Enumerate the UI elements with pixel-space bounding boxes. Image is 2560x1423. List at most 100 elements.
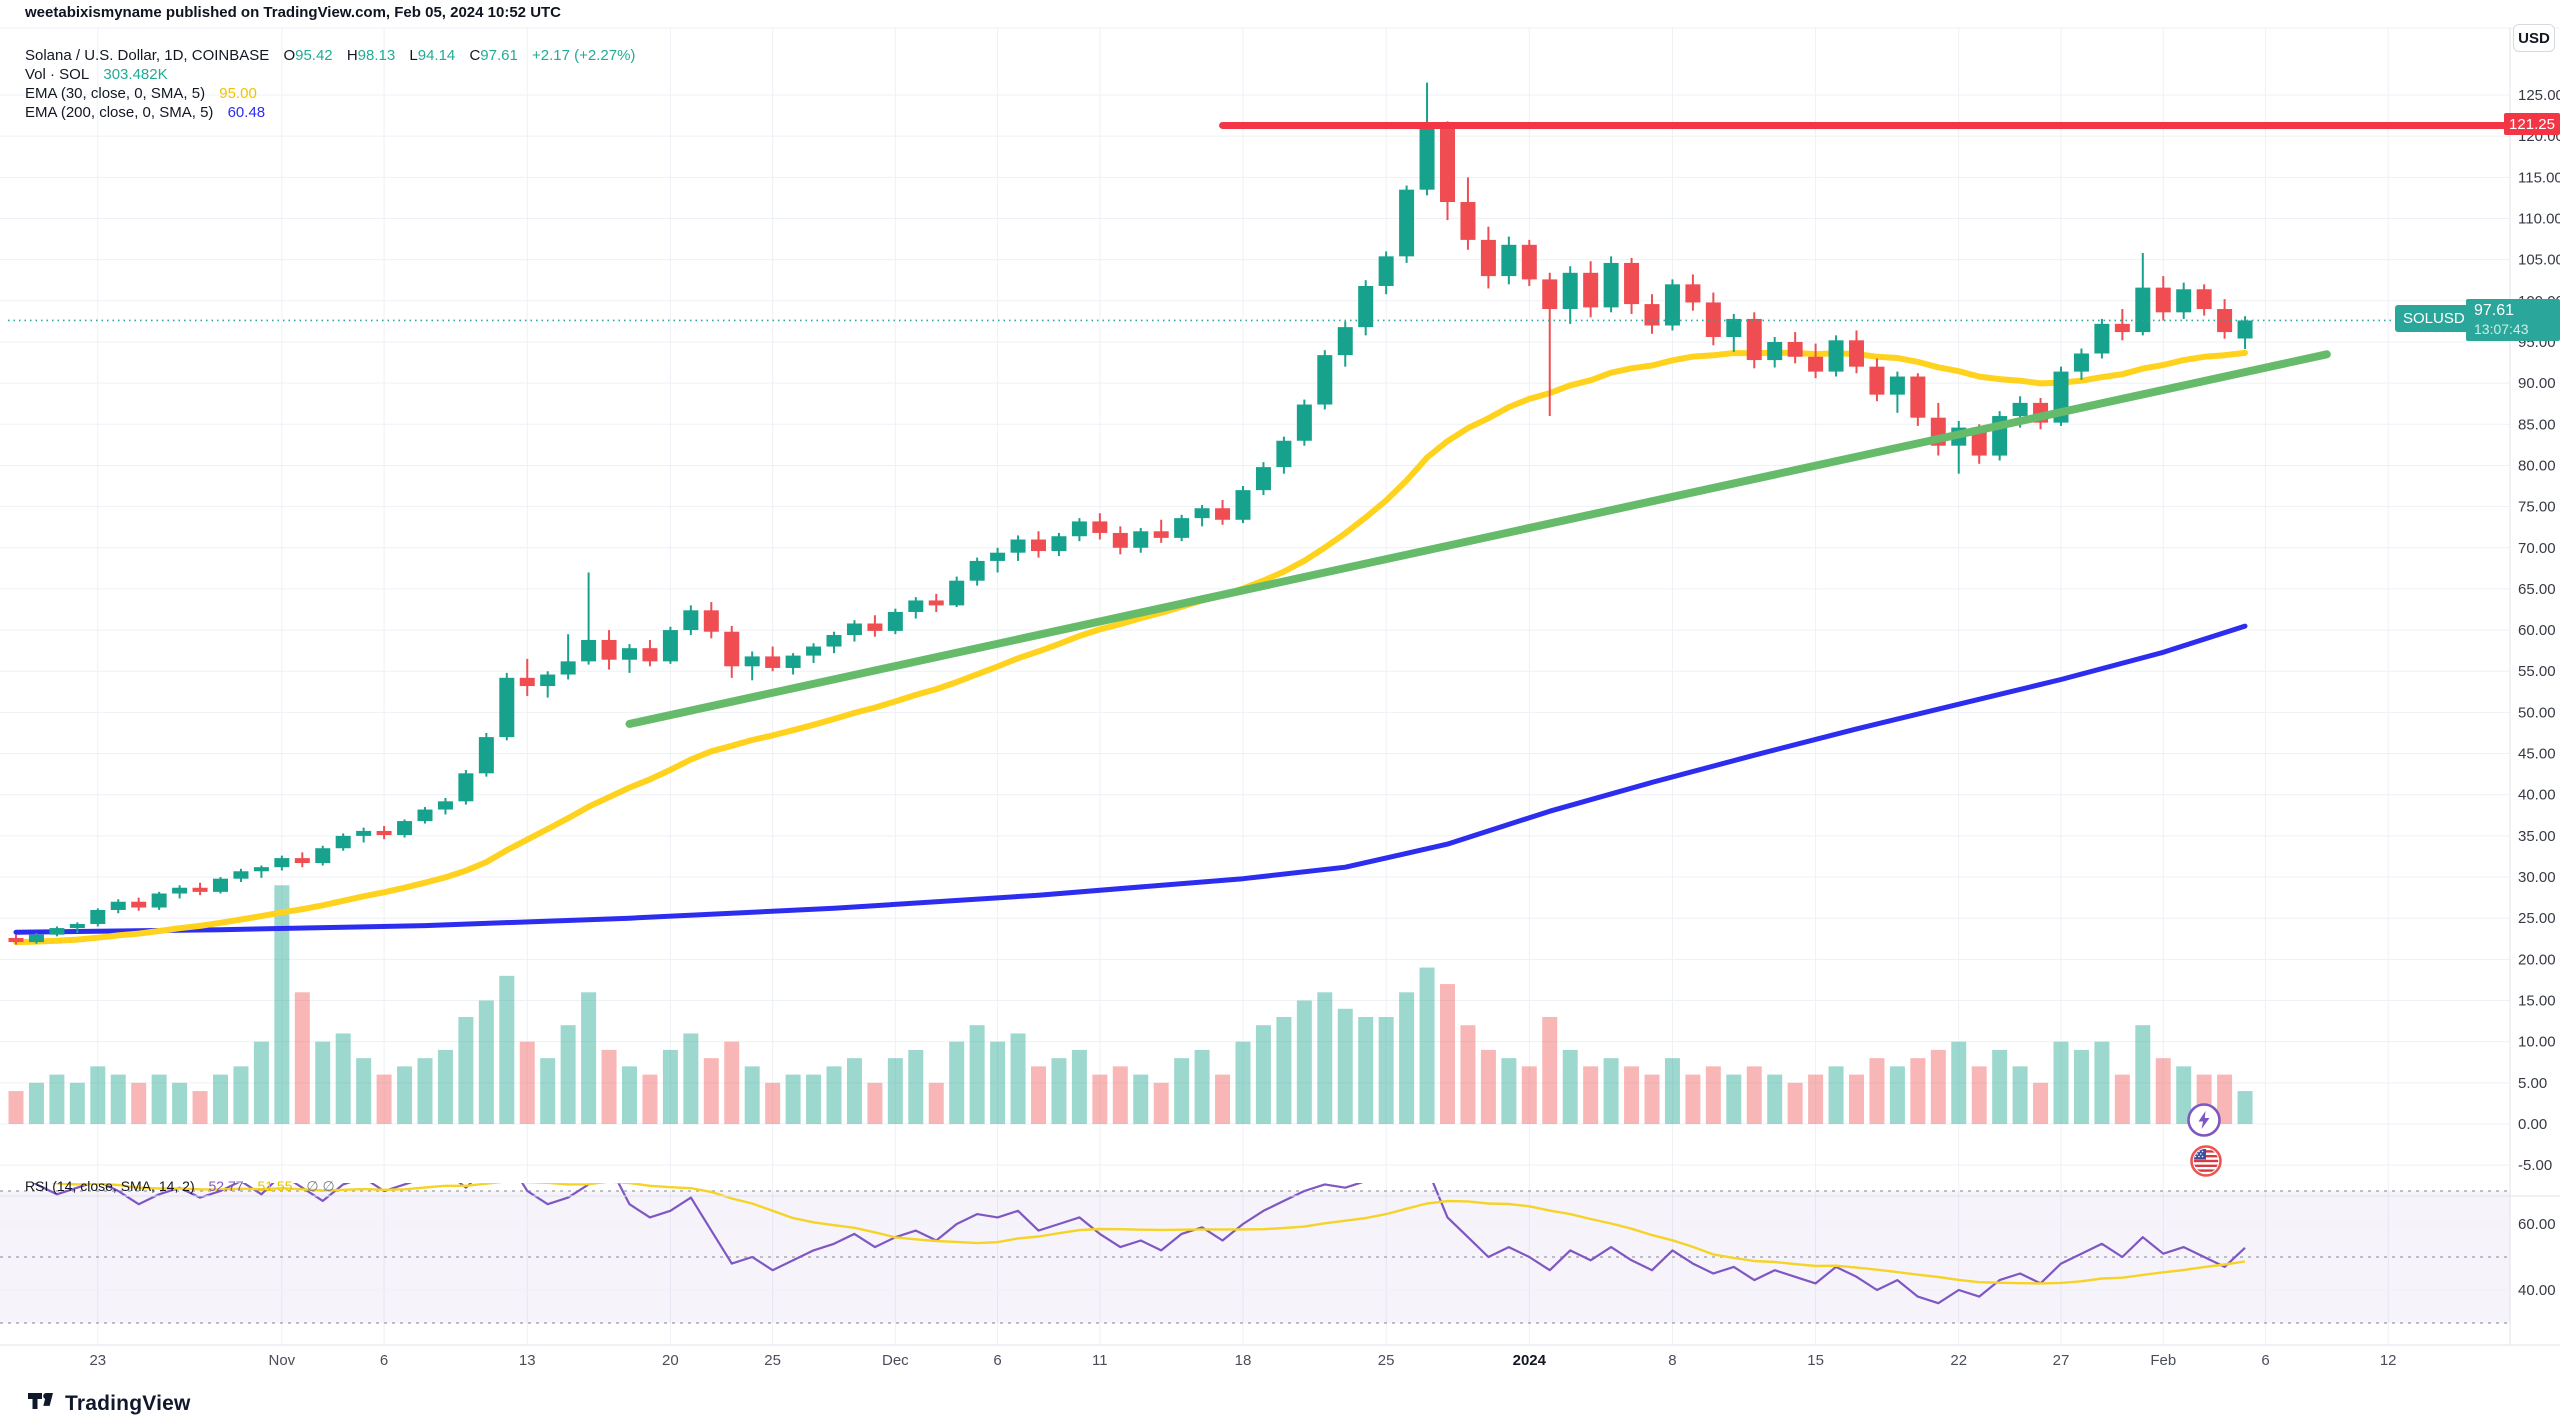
time-axis-label: 6 [2261,1352,2270,1369]
candle-body [315,848,331,864]
price-axis-label: 115.00 [2518,169,2560,186]
candle-body [887,611,903,631]
price-axis-label: 0.00 [2518,1116,2547,1133]
volume-bar [2094,1041,2110,1124]
volume-bar [1337,1008,1353,1124]
volume-bar [499,975,515,1124]
candle-body [1521,244,1537,280]
price-axis-label: -5.00 [2518,1157,2552,1174]
candle-body [1664,284,1680,326]
volume-bar [233,1066,249,1124]
time-axis-label: 2024 [1512,1352,1546,1369]
candle-body [806,646,822,656]
candle-body [2094,323,2110,354]
volume-bar [1726,1074,1742,1124]
volume-bar [478,1000,494,1124]
us-flag-idea-icon[interactable] [2189,1144,2223,1178]
price-axis-label: 60.00 [2518,622,2556,639]
volume-bar [622,1066,637,1124]
candle-body [703,610,719,632]
volume-bar [662,1049,678,1124]
volume-bar [1705,1066,1721,1124]
volume-bar [1562,1049,1578,1124]
usd-label: USD [2518,29,2550,47]
price-axis-label: 10.00 [2518,1034,2556,1051]
candle-body [2012,402,2028,417]
volume-bar [867,1082,883,1124]
price-axis-label: 80.00 [2518,457,2556,474]
volume-bar [69,1082,85,1124]
candle-body [131,901,147,908]
candle-body [826,635,842,647]
candle-body [1480,239,1496,277]
volume-bar [1808,1074,1824,1124]
candle-body [642,648,658,662]
time-axis-label: 25 [764,1352,781,1369]
volume-bar [315,1041,331,1124]
price-axis-label: 35.00 [2518,828,2556,845]
candle-body [1603,262,1619,308]
volume-bar [785,1074,801,1124]
time-axis-label: Dec [882,1352,909,1369]
lightning-idea-icon[interactable] [2186,1102,2222,1138]
volume-bar [1930,1049,1946,1124]
symbol-legend[interactable]: Solana / U.S. Dollar, 1D, COINBASE O95.4… [25,47,635,64]
volume-bar [1746,1066,1762,1124]
candle-body [1419,125,1435,190]
candle-body [1583,272,1599,308]
candle-body [1255,467,1271,491]
ema30-legend[interactable]: EMA (30, close, 0, SMA, 5) 95.00 [25,85,257,102]
volume-bar [1194,1049,1210,1124]
volume-bar [2012,1066,2028,1124]
volume-bar [1092,1074,1108,1124]
volume-bar [376,1074,392,1124]
rsi-legend[interactable]: RSI (14, close, SMA, 14, 2) 52.77 51.55 … [25,1178,335,1195]
candle-body [499,677,515,738]
candle-body [2135,287,2151,333]
resistance-price-badge: 121.25 [2504,113,2560,135]
candle-body [1174,518,1190,538]
candle-body [2237,320,2253,339]
volume-legend[interactable]: Vol · SOL 303.482K [25,66,168,83]
volume-bar [949,1041,965,1124]
volume-bar [2217,1074,2233,1124]
candle-body [1828,340,1844,372]
candle-body [335,835,351,849]
close-label: C [469,47,481,64]
volume-bar [294,992,310,1124]
price-axis-label: 5.00 [2518,1075,2547,1092]
volume-bar [213,1074,228,1124]
volume-bar [397,1066,413,1124]
candle-body [274,858,290,868]
close-value: 97.61 [480,47,518,64]
time-axis-label: 20 [662,1352,679,1369]
price-axis-label: 65.00 [2518,581,2556,598]
rsi-value: 52.77 [208,1178,244,1194]
candle-body [1562,272,1578,310]
volume-bar [2176,1066,2192,1124]
time-axis-label: 6 [993,1352,1002,1369]
volume-bar [806,1074,822,1124]
candle-body [2114,323,2130,333]
candle-body [724,631,740,667]
candle-body [478,737,494,774]
price-axis-label: 125.00 [2518,87,2560,104]
volume-bar [1051,1058,1067,1124]
volume-bar [1399,992,1415,1124]
last-price: 97.61 [2474,302,2515,319]
volume-bar [1501,1058,1517,1124]
time-axis-label: 11 [1092,1352,1108,1369]
candle-body [560,661,576,675]
time-axis-label: Nov [268,1352,296,1369]
currency-unit-button[interactable]: USD [2513,24,2555,52]
volume-bar [765,1082,781,1124]
time-axis-label: Feb [2150,1352,2177,1369]
tradingview-logo[interactable]: TradingView [28,1392,191,1416]
volume-bar [2114,1074,2130,1124]
ema200-line [13,623,2248,935]
volume-bar [110,1074,126,1124]
ema200-legend[interactable]: EMA (200, close, 0, SMA, 5) 60.48 [25,104,265,121]
candle-body [2155,287,2171,313]
